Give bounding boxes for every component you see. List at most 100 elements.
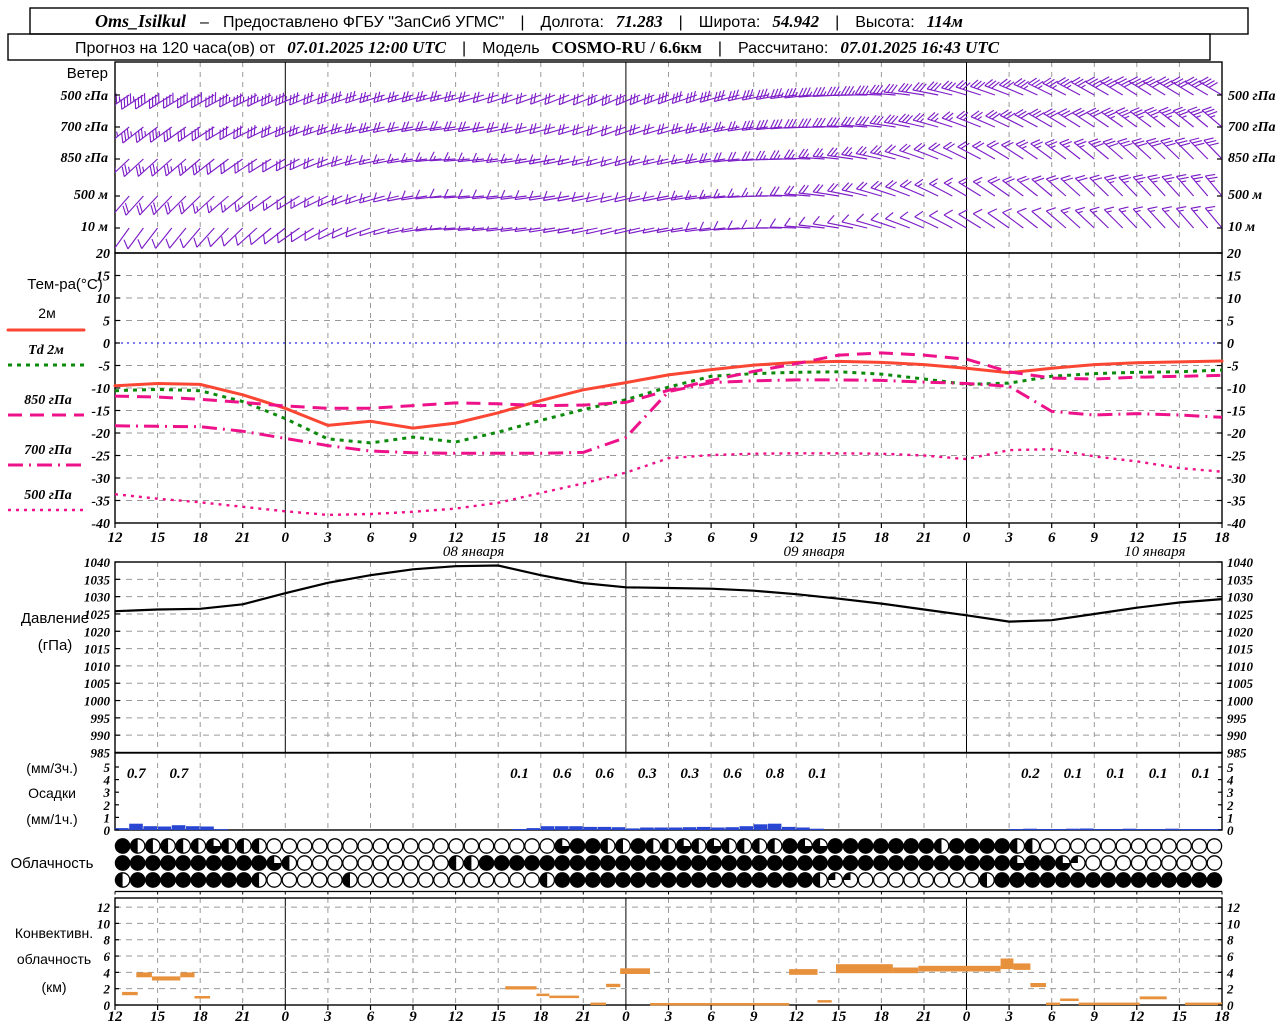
y-tick-label: 2 — [1226, 982, 1234, 997]
hour-label-bottom: 12 — [1129, 1009, 1145, 1024]
y-tick-label: 15 — [1227, 270, 1241, 285]
wind-barb — [970, 110, 996, 128]
wind-barb — [699, 90, 726, 103]
separator: | — [835, 14, 839, 31]
y-tick-label: 20 — [1226, 247, 1241, 262]
wind-barb — [472, 91, 499, 104]
wind-barb — [1145, 137, 1166, 160]
hour-label-bottom: 3 — [664, 1009, 673, 1024]
cloud-cover-circle — [205, 872, 222, 888]
wind-barb — [457, 225, 485, 231]
wind-barb — [1016, 207, 1038, 229]
cloud-cover-circle — [872, 872, 889, 888]
precip-3h-amount: 0.1 — [1064, 766, 1083, 782]
wind-barb — [1060, 175, 1081, 197]
hour-label-bottom: 9 — [1091, 1009, 1099, 1024]
hour-label: 21 — [575, 530, 591, 546]
wind-barb — [514, 153, 541, 165]
model-value: COSMO-RU / 6.6км — [552, 38, 703, 57]
cloud-panel-label: Облачность — [11, 855, 94, 872]
precip-hourly-bar — [200, 826, 214, 830]
cloud-cover-circle — [129, 872, 146, 888]
cloud-cover-circle — [342, 855, 358, 871]
cloud-cover-circle — [569, 838, 586, 854]
wind-barb — [262, 158, 286, 173]
wind-barb — [358, 154, 385, 166]
hour-label-bottom: 0 — [282, 1009, 290, 1024]
wind-barb — [542, 190, 570, 202]
cloud-cover-fill — [676, 838, 691, 854]
precip-hourly-bar — [796, 827, 810, 830]
wind-barb — [628, 227, 655, 234]
wind-barb — [870, 180, 896, 197]
wind-barb — [1172, 106, 1194, 128]
cloud-cover-circle — [296, 838, 313, 854]
y-tick-label: -10 — [91, 382, 110, 397]
wind-barb — [727, 120, 754, 132]
wind-barb — [1204, 205, 1222, 229]
provided-by: Предоставлено ФГБУ "ЗапСиб УГМС" — [223, 14, 504, 31]
hour-label-bottom: 18 — [193, 1009, 209, 1024]
cloud-cover-circle — [903, 838, 919, 854]
wind-barb — [985, 109, 1010, 128]
cloud-cover-circle — [357, 855, 374, 871]
cloud-cover-circle — [1206, 838, 1223, 854]
wind-barb — [303, 195, 329, 208]
hour-label-bottom: 12 — [108, 1009, 124, 1024]
y-tick-label: 6 — [1227, 949, 1234, 964]
wind-barb — [344, 154, 371, 166]
cloud-cover-circle — [160, 855, 176, 871]
wind-barb — [1160, 137, 1180, 160]
wind-barb — [1161, 174, 1180, 197]
hour-label-bottom: 9 — [409, 1009, 417, 1024]
y-tick-label: -25 — [91, 450, 110, 465]
wind-barb — [999, 109, 1024, 128]
wind-barb — [1129, 107, 1152, 128]
wind-barb — [443, 188, 470, 199]
convective-cloud-segment — [1185, 1002, 1222, 1006]
wind-barb — [614, 227, 641, 235]
precip-hourly-bar — [640, 827, 654, 830]
wind-barb — [1115, 107, 1138, 128]
wind-level-850hpa-right: 850 гПа — [1228, 151, 1276, 166]
wind-barb — [148, 92, 173, 110]
altitude-label: Высота: — [855, 14, 914, 31]
cloud-cover-fill — [251, 872, 260, 888]
wind-barb — [528, 227, 556, 233]
separator: | — [679, 14, 683, 31]
wind-barb — [233, 93, 258, 108]
wind-barb — [486, 153, 513, 164]
wind-barb — [784, 185, 811, 197]
cloud-cover-fill — [615, 838, 623, 854]
wind-barb — [1044, 138, 1067, 160]
cloud-cover-circle — [797, 855, 813, 871]
wind-barb — [784, 217, 811, 229]
wind-barb — [457, 121, 485, 133]
cloud-cover-circle — [1191, 855, 1208, 871]
wind-barb — [1190, 205, 1209, 229]
y-tick-label: 1005 — [84, 676, 111, 691]
precip-hourly-bar — [115, 828, 129, 830]
axis-labels: Ветер 500 гПа 700 гПа 850 гПа 500 м 10 м… — [6, 65, 1276, 995]
cloud-cover-fill — [767, 838, 775, 854]
cloud-cover-circle — [1115, 838, 1132, 854]
y-tick-label: 995 — [1227, 711, 1247, 726]
cloud-cover-circle — [797, 872, 813, 888]
wind-barb — [177, 158, 201, 177]
wind-barb — [972, 140, 996, 160]
wind-barb — [1086, 107, 1109, 128]
legend-500-label: 500 гПа — [24, 488, 72, 503]
wind-barb — [614, 124, 641, 137]
wind-barb — [444, 91, 470, 103]
cloud-cover-circle — [842, 838, 859, 854]
y-tick-label: 5 — [1227, 760, 1234, 775]
precip-panel-label: Осадки — [28, 785, 76, 801]
convective-cloud-segment — [151, 976, 181, 981]
cloud-cover-circle — [1130, 872, 1147, 888]
precip-hourly-bar — [1122, 828, 1137, 830]
wind-barb — [429, 90, 456, 102]
cloud-cover-fill — [1010, 855, 1025, 871]
wind-barb — [134, 93, 158, 110]
wind-barb — [1185, 76, 1209, 96]
wind-barb — [415, 226, 442, 232]
